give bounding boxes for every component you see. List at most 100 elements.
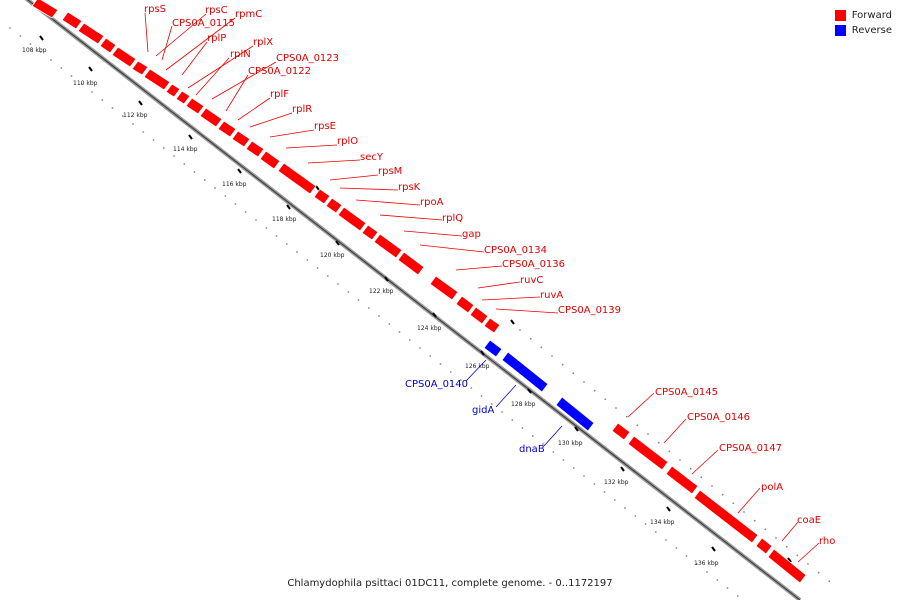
gene-label: secY	[360, 152, 384, 163]
gene-label: coaE	[797, 515, 821, 526]
tick-label: 122 kbp	[369, 288, 394, 295]
reverse-swatch	[834, 25, 846, 36]
gene-block	[455, 295, 475, 314]
gene-label: rplO	[337, 136, 358, 147]
gene-block	[231, 130, 251, 148]
track-dot	[552, 451, 555, 453]
gene-label: rpsM	[378, 166, 402, 177]
track-dot	[511, 419, 514, 421]
reverse-genes	[483, 339, 595, 432]
track-dot	[193, 171, 196, 173]
track-dot	[132, 123, 134, 125]
gene-block	[217, 120, 237, 138]
gene-label: polA	[761, 482, 783, 493]
track-dot	[388, 323, 391, 325]
track-dot	[9, 27, 11, 29]
gene-block	[61, 11, 83, 30]
map-caption: Chlamydophila psittaci 01DC11, complete …	[287, 578, 613, 589]
gene-label: rplF	[270, 89, 289, 100]
track-dot	[234, 203, 237, 205]
gene-block	[245, 140, 265, 158]
track-dot	[101, 99, 104, 101]
track-dot	[152, 139, 155, 141]
gene-label: rpsE	[314, 121, 336, 132]
gene-label: CPS0A_0139	[558, 305, 621, 316]
gene-block	[693, 489, 759, 544]
track-dot	[326, 275, 329, 277]
gene-block	[325, 197, 343, 214]
tick-labels: 108 kbp 110 kbp 112 kbp 114 kbp 116 kbp …	[22, 47, 719, 567]
track-dot	[647, 433, 649, 435]
gene-label: rho	[819, 536, 835, 547]
track-dot	[542, 443, 544, 445]
gene-block	[483, 339, 503, 358]
gene-block	[429, 275, 459, 301]
gene-block	[99, 37, 117, 54]
track-dot	[593, 389, 596, 392]
track-dot	[736, 595, 739, 597]
reverse-gene-labels: CPS0A_0140 gidA dnaB	[405, 379, 545, 455]
gene-label: rplP	[207, 33, 226, 44]
track-dot	[540, 346, 543, 349]
forward-leader-lines	[144, 12, 820, 563]
track-dot	[70, 75, 73, 77]
track-dot	[615, 407, 617, 409]
gene-block	[131, 60, 149, 76]
track-dot	[753, 519, 756, 522]
gene-label: rpmC	[235, 9, 262, 20]
gene-label: rplR	[292, 104, 312, 115]
track-dot	[743, 511, 745, 513]
tick-label: 134 kbp	[650, 519, 675, 526]
track-dot	[572, 467, 575, 469]
track-dot	[490, 403, 493, 405]
track-dot	[679, 459, 681, 461]
track-dot	[634, 515, 637, 517]
track-dot	[689, 467, 692, 470]
track-dot	[700, 476, 703, 479]
legend-forward-label: Forward	[851, 10, 892, 21]
track-dot	[685, 555, 688, 557]
gene-label: CPS0A_0134	[484, 245, 547, 256]
gene-block	[111, 46, 137, 68]
track-dot	[470, 387, 473, 389]
forward-genes	[31, 0, 807, 584]
gene-block	[483, 317, 501, 334]
track-dot	[624, 507, 626, 509]
track-dot	[183, 163, 186, 165]
legend-reverse-label: Reverse	[851, 25, 892, 36]
track-dot	[357, 299, 360, 301]
track-dot	[636, 424, 639, 427]
gene-block	[165, 83, 181, 98]
gene-block	[665, 465, 699, 495]
track-dot	[173, 155, 175, 157]
gene-label: ruvA	[540, 290, 563, 301]
gene-label: CPS0A_0115	[172, 18, 235, 29]
track-dot	[726, 587, 729, 589]
track-dot	[551, 355, 553, 357]
track-dot	[695, 563, 698, 565]
gene-block	[313, 188, 331, 205]
track-dot	[50, 59, 52, 61]
tick-label: 132 kbp	[604, 479, 629, 486]
tick-label: 126 kbp	[465, 363, 490, 370]
track-dot	[711, 485, 713, 487]
track-dot	[583, 381, 585, 383]
track-dot	[732, 502, 735, 505]
track-dot	[203, 179, 206, 181]
track-dot	[449, 371, 452, 373]
gene-label: CPS0A_0122	[248, 66, 311, 77]
gene-block	[501, 351, 549, 393]
gene-block	[755, 537, 773, 555]
track-dot	[460, 379, 462, 381]
track-dot	[654, 531, 657, 533]
tick-label: 118 kbp	[272, 216, 297, 223]
track-dot	[521, 427, 524, 429]
track-dot	[796, 554, 799, 557]
tick-label: 128 kbp	[511, 401, 536, 408]
track-dot	[480, 395, 483, 397]
track-dot	[244, 211, 247, 213]
track-dot	[111, 107, 114, 109]
track-dot	[603, 491, 606, 493]
gene-block	[611, 422, 631, 441]
